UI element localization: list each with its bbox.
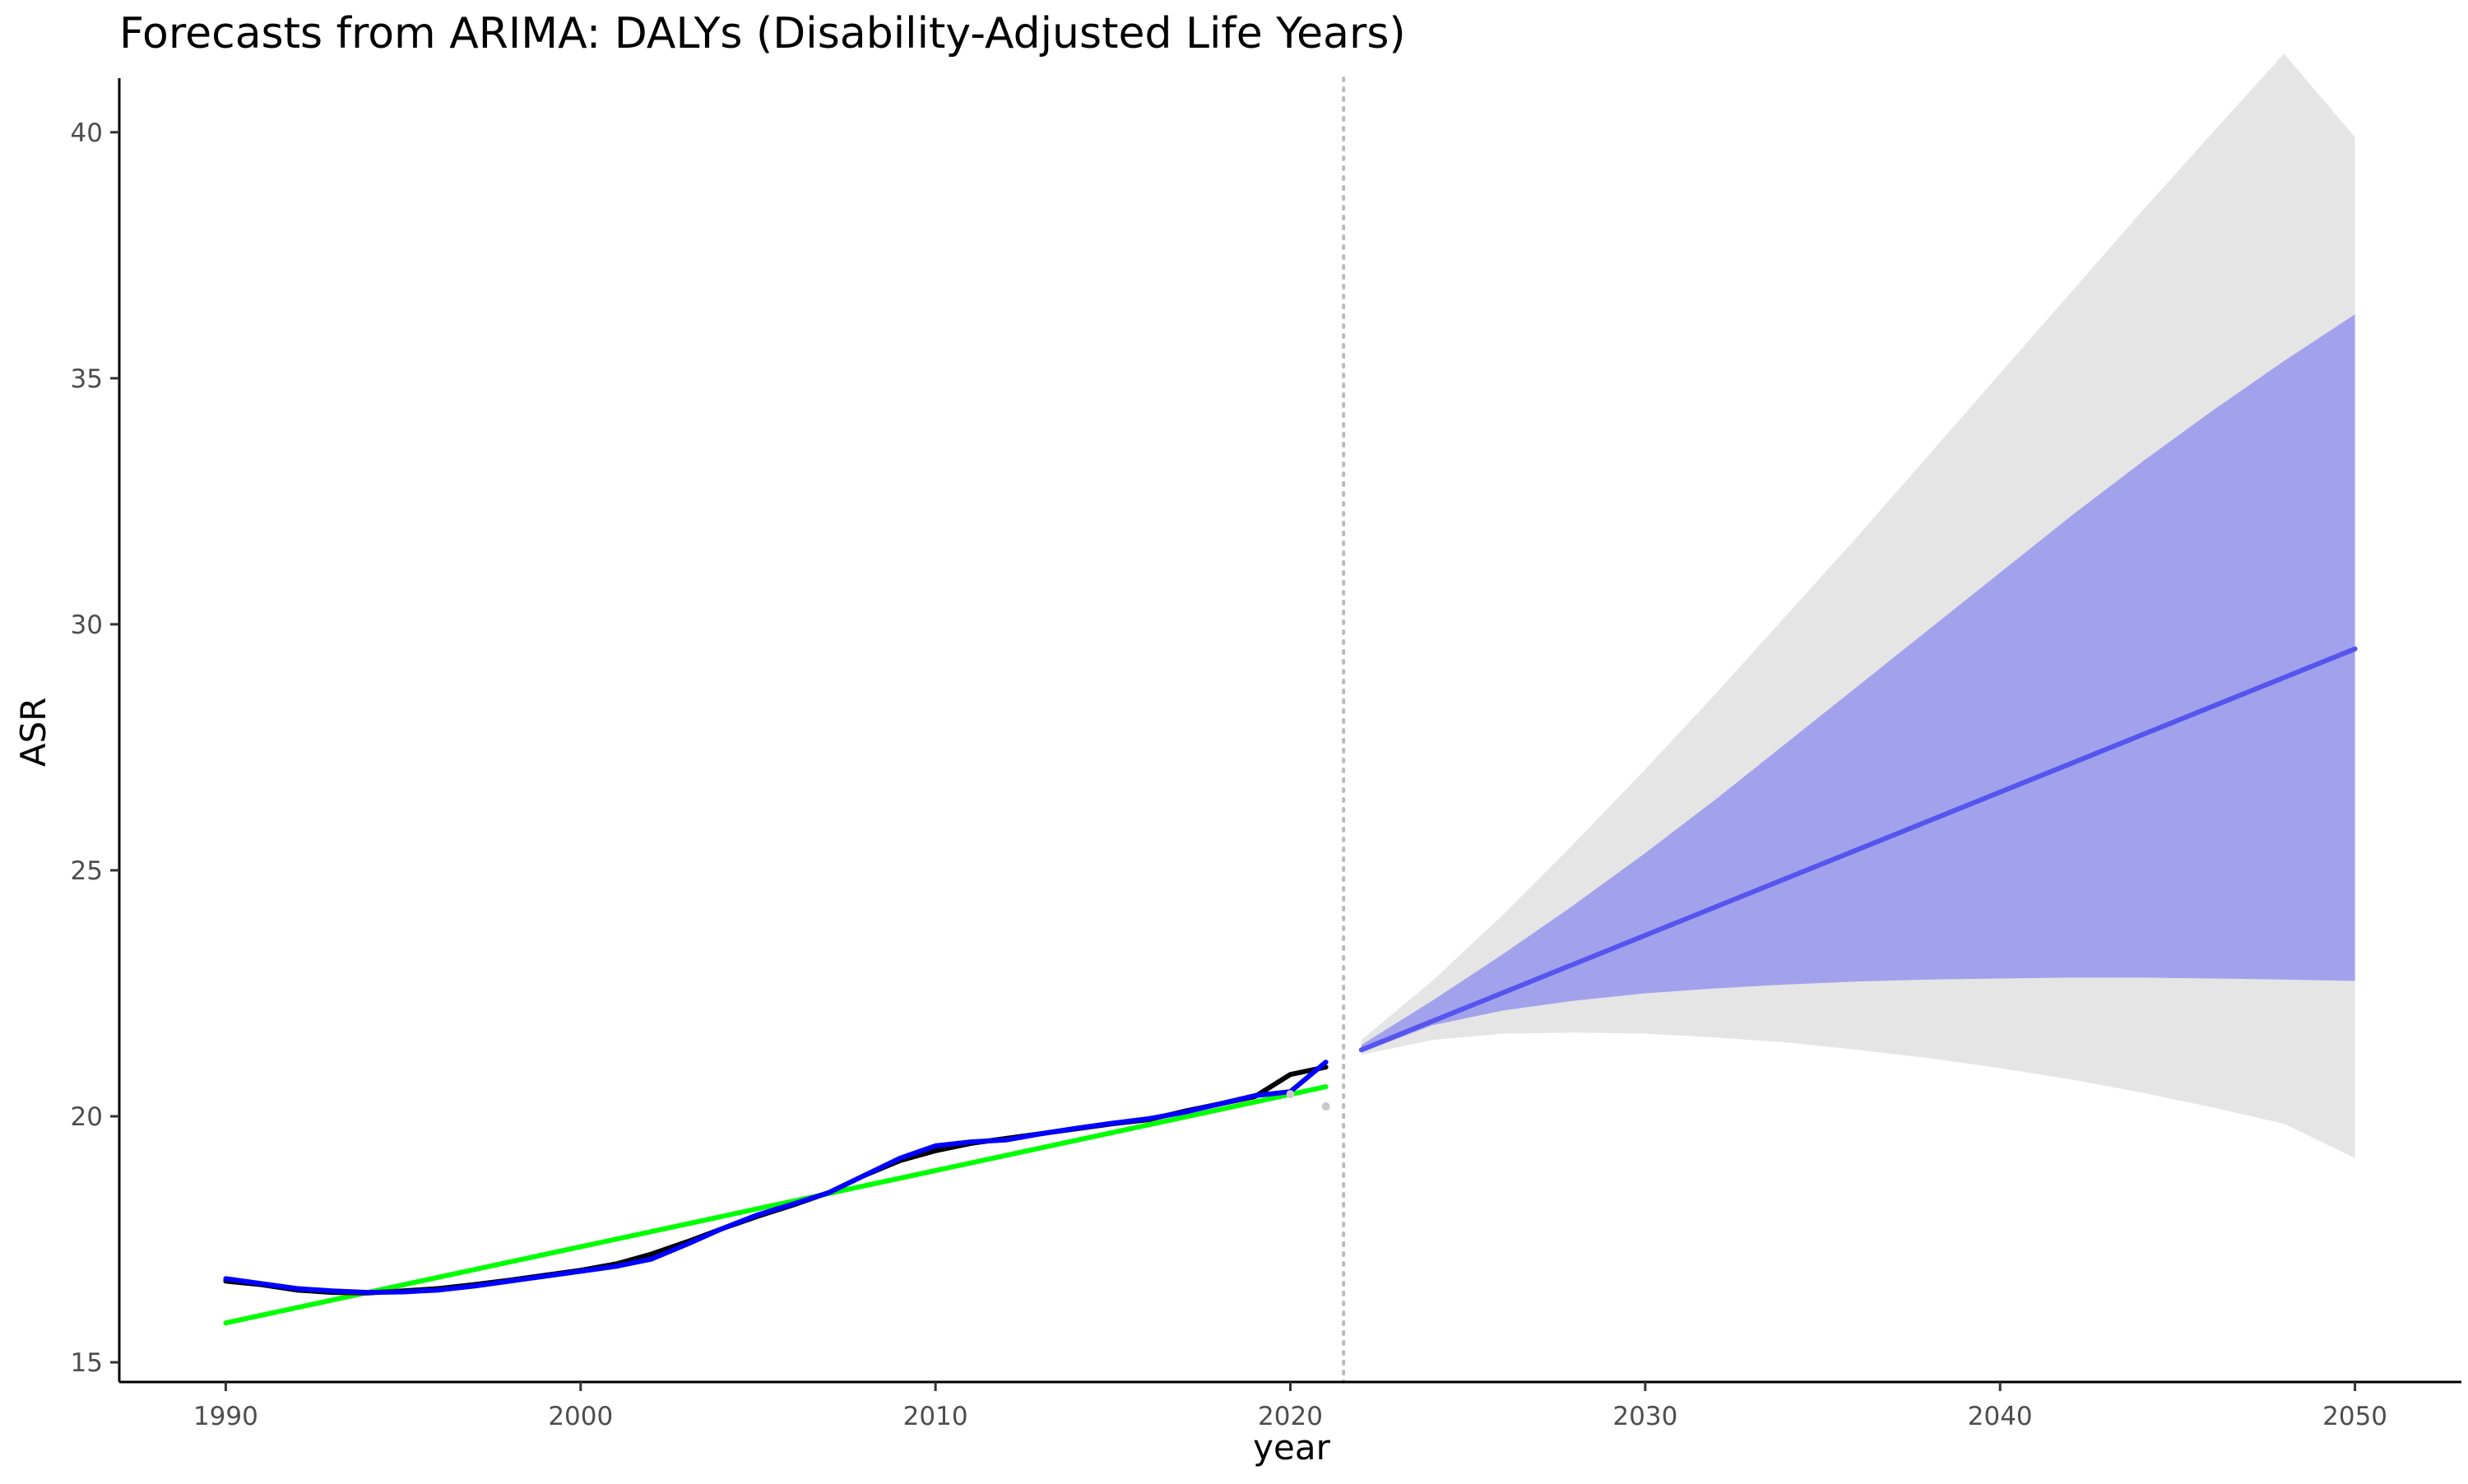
residual-point-2 [1321,1102,1330,1111]
y-tick-label-25: 25 [71,856,103,886]
forecast-mean-series-line [1358,646,2358,1053]
confidence-band-80 [1361,314,2355,1053]
fitted-series-line [223,1060,1329,1296]
trend-series-line [223,1084,1329,1326]
chart-title: Forecasts from ARIMA: DALYs (Disability-… [119,9,1406,58]
observed-series-line [223,1064,1329,1296]
y-tick-label-15: 15 [71,1348,103,1378]
y-tick-label-35: 35 [71,364,103,394]
x-axis-title: year [1253,1427,1330,1468]
y-axis-title: ASR [13,698,53,768]
y-tick-label-30: 30 [71,610,103,640]
x-tick-label-2010: 2010 [903,1402,968,1431]
x-tick-label-1990: 1990 [193,1402,258,1431]
x-tick-label-2040: 2040 [1968,1402,2033,1431]
x-tick-label-2000: 2000 [548,1402,613,1431]
plot-area: 1990 2000 2010 2020 2030 2040 2050 15 20 25 30 35 40 [71,53,2461,1431]
x-tick-label-2050: 2050 [2322,1402,2387,1431]
x-tick-label-2030: 2030 [1612,1402,1677,1431]
residual-point-1 [1286,1090,1295,1099]
y-tick-label-20: 20 [71,1102,103,1132]
x-tick-label-2020: 2020 [1258,1402,1323,1431]
y-tick-label-40: 40 [71,118,103,148]
